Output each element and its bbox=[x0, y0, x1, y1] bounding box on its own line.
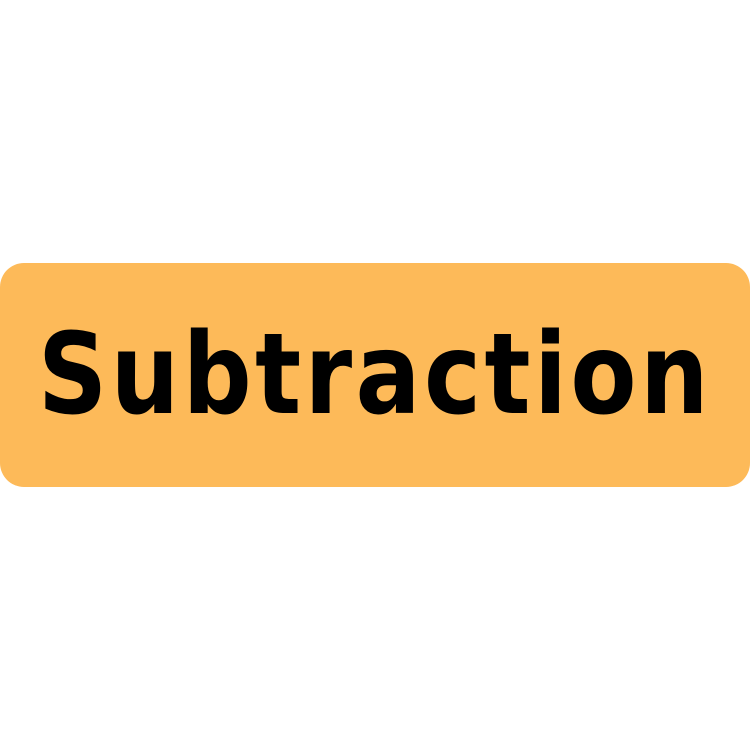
banner-title: Subtraction bbox=[37, 310, 713, 440]
subtraction-banner: Subtraction bbox=[0, 263, 750, 487]
